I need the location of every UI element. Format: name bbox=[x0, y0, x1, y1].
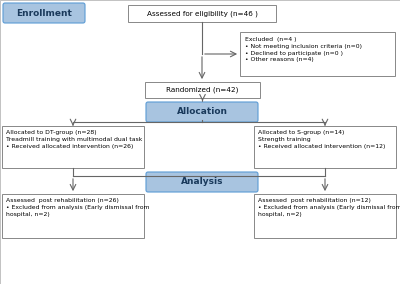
FancyBboxPatch shape bbox=[240, 32, 395, 76]
Text: Assessed  post rehabilitation (n=12)
• Excluded from analysis (Early dismissal f: Assessed post rehabilitation (n=12) • Ex… bbox=[258, 198, 400, 217]
Text: Assessed for eligibility (n=46 ): Assessed for eligibility (n=46 ) bbox=[146, 10, 258, 17]
FancyBboxPatch shape bbox=[145, 82, 260, 98]
FancyBboxPatch shape bbox=[2, 194, 144, 238]
Text: Allocation: Allocation bbox=[176, 108, 228, 116]
Text: Allocated to DT-group (n=28)
Treadmill training with multimodal dual task
• Rece: Allocated to DT-group (n=28) Treadmill t… bbox=[6, 130, 142, 149]
Text: Enrollment: Enrollment bbox=[16, 9, 72, 18]
Text: Analysis: Analysis bbox=[181, 178, 223, 187]
Text: Assessed  post rehabilitation (n=26)
• Excluded from analysis (Early dismissal f: Assessed post rehabilitation (n=26) • Ex… bbox=[6, 198, 150, 217]
FancyBboxPatch shape bbox=[128, 5, 276, 22]
FancyBboxPatch shape bbox=[3, 3, 85, 23]
Text: Allocated to S-group (n=14)
Strength training
• Received allocated intervention : Allocated to S-group (n=14) Strength tra… bbox=[258, 130, 385, 149]
FancyBboxPatch shape bbox=[254, 194, 396, 238]
Text: Randomized (n=42): Randomized (n=42) bbox=[166, 87, 239, 93]
FancyBboxPatch shape bbox=[2, 126, 144, 168]
FancyBboxPatch shape bbox=[146, 102, 258, 122]
FancyBboxPatch shape bbox=[146, 172, 258, 192]
Text: Excluded  (n=4 )
• Not meeting inclusion criteria (n=0)
• Declined to participat: Excluded (n=4 ) • Not meeting inclusion … bbox=[245, 37, 362, 62]
FancyBboxPatch shape bbox=[254, 126, 396, 168]
